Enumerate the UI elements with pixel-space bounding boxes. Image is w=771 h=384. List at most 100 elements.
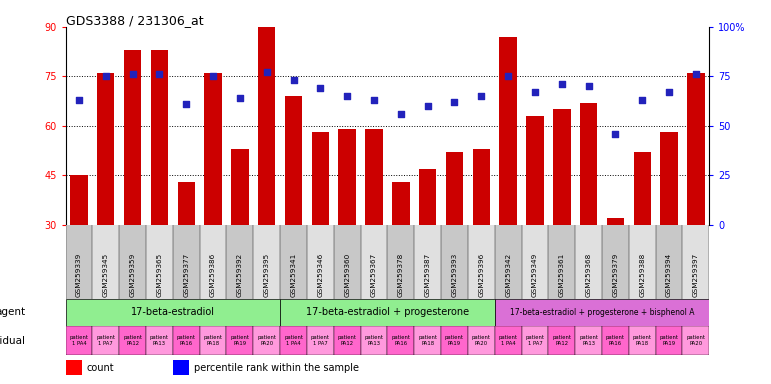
Bar	[204, 73, 222, 225]
Text: GSM259396: GSM259396	[478, 253, 484, 298]
Bar	[580, 103, 598, 225]
Text: GSM259388: GSM259388	[639, 253, 645, 298]
Bar	[66, 326, 93, 356]
Text: patient
PA16: patient PA16	[606, 335, 625, 346]
Text: patient
PA12: patient PA12	[552, 335, 571, 346]
Point	[207, 73, 219, 79]
Point	[234, 95, 246, 101]
Bar	[338, 129, 356, 225]
Point	[475, 93, 487, 99]
Bar	[575, 225, 602, 299]
Bar	[629, 326, 655, 356]
Bar	[521, 326, 548, 356]
Bar	[334, 326, 361, 356]
Point	[663, 89, 675, 95]
Bar	[173, 225, 200, 299]
Bar	[70, 175, 88, 225]
Bar	[124, 50, 141, 225]
Bar	[365, 129, 382, 225]
Text: GSM259397: GSM259397	[693, 253, 699, 298]
Text: GSM259393: GSM259393	[452, 253, 457, 298]
Point	[582, 83, 594, 89]
Bar	[307, 225, 334, 299]
Text: patient
1 PA7: patient 1 PA7	[526, 335, 544, 346]
Bar	[254, 225, 280, 299]
Point	[422, 103, 434, 109]
Bar	[392, 182, 409, 225]
Bar	[575, 326, 602, 356]
Bar	[602, 326, 629, 356]
Text: GSM259387: GSM259387	[425, 253, 431, 298]
Bar	[687, 73, 705, 225]
Text: GSM259341: GSM259341	[291, 253, 297, 298]
Bar	[521, 225, 548, 299]
Bar	[200, 225, 227, 299]
Bar	[495, 225, 521, 299]
Text: patient
PA16: patient PA16	[392, 335, 410, 346]
Bar	[553, 109, 571, 225]
Text: patient
PA20: patient PA20	[472, 335, 491, 346]
Bar	[227, 225, 254, 299]
Bar	[280, 299, 495, 326]
Text: 17-beta-estradiol + progesterone + bisphenol A: 17-beta-estradiol + progesterone + bisph…	[510, 308, 694, 317]
Bar	[66, 225, 93, 299]
Bar	[655, 326, 682, 356]
Text: GSM259377: GSM259377	[183, 253, 189, 298]
Bar	[97, 73, 114, 225]
Text: GSM259368: GSM259368	[586, 253, 591, 298]
Bar	[146, 225, 173, 299]
Bar	[468, 326, 495, 356]
Text: patient
1 PA4: patient 1 PA4	[284, 335, 303, 346]
Bar	[307, 326, 334, 356]
Bar	[66, 360, 82, 375]
Text: patient
1 PA4: patient 1 PA4	[499, 335, 517, 346]
Text: 17-beta-estradiol: 17-beta-estradiol	[131, 307, 215, 317]
Bar	[146, 326, 173, 356]
Text: GSM259339: GSM259339	[76, 253, 82, 298]
Point	[180, 101, 193, 107]
Text: patient
1 PA7: patient 1 PA7	[311, 335, 330, 346]
Bar	[655, 225, 682, 299]
Bar	[280, 225, 307, 299]
Text: GSM259392: GSM259392	[237, 253, 243, 298]
Point	[368, 97, 380, 103]
Bar	[120, 326, 146, 356]
Bar	[173, 360, 189, 375]
Bar	[468, 225, 495, 299]
Text: GSM259349: GSM259349	[532, 253, 538, 298]
Text: patient
PA13: patient PA13	[150, 335, 169, 346]
Text: GSM259367: GSM259367	[371, 253, 377, 298]
Text: patient
PA12: patient PA12	[338, 335, 357, 346]
Bar	[93, 225, 120, 299]
Bar	[173, 326, 200, 356]
Bar	[414, 225, 441, 299]
Bar	[361, 326, 387, 356]
Text: agent: agent	[0, 307, 25, 317]
Point	[502, 73, 514, 79]
Text: GSM259386: GSM259386	[210, 253, 216, 298]
Text: patient
PA16: patient PA16	[177, 335, 196, 346]
Point	[690, 71, 702, 78]
Text: patient
PA12: patient PA12	[123, 335, 142, 346]
Bar	[441, 225, 468, 299]
Point	[609, 131, 621, 137]
Text: GSM259379: GSM259379	[612, 253, 618, 298]
Bar	[414, 326, 441, 356]
Text: GSM259345: GSM259345	[103, 253, 109, 298]
Bar	[227, 326, 254, 356]
Point	[288, 77, 300, 83]
Text: GSM259378: GSM259378	[398, 253, 404, 298]
Text: patient
PA19: patient PA19	[445, 335, 464, 346]
Bar	[629, 225, 655, 299]
Bar	[495, 326, 521, 356]
Bar	[419, 169, 436, 225]
Bar	[280, 326, 307, 356]
Text: GSM259395: GSM259395	[264, 253, 270, 298]
Bar	[602, 225, 629, 299]
Bar	[682, 225, 709, 299]
Text: patient
PA13: patient PA13	[365, 335, 383, 346]
Bar	[473, 149, 490, 225]
Bar	[548, 326, 575, 356]
Text: GDS3388 / 231306_at: GDS3388 / 231306_at	[66, 14, 204, 27]
Text: GSM259361: GSM259361	[559, 253, 565, 298]
